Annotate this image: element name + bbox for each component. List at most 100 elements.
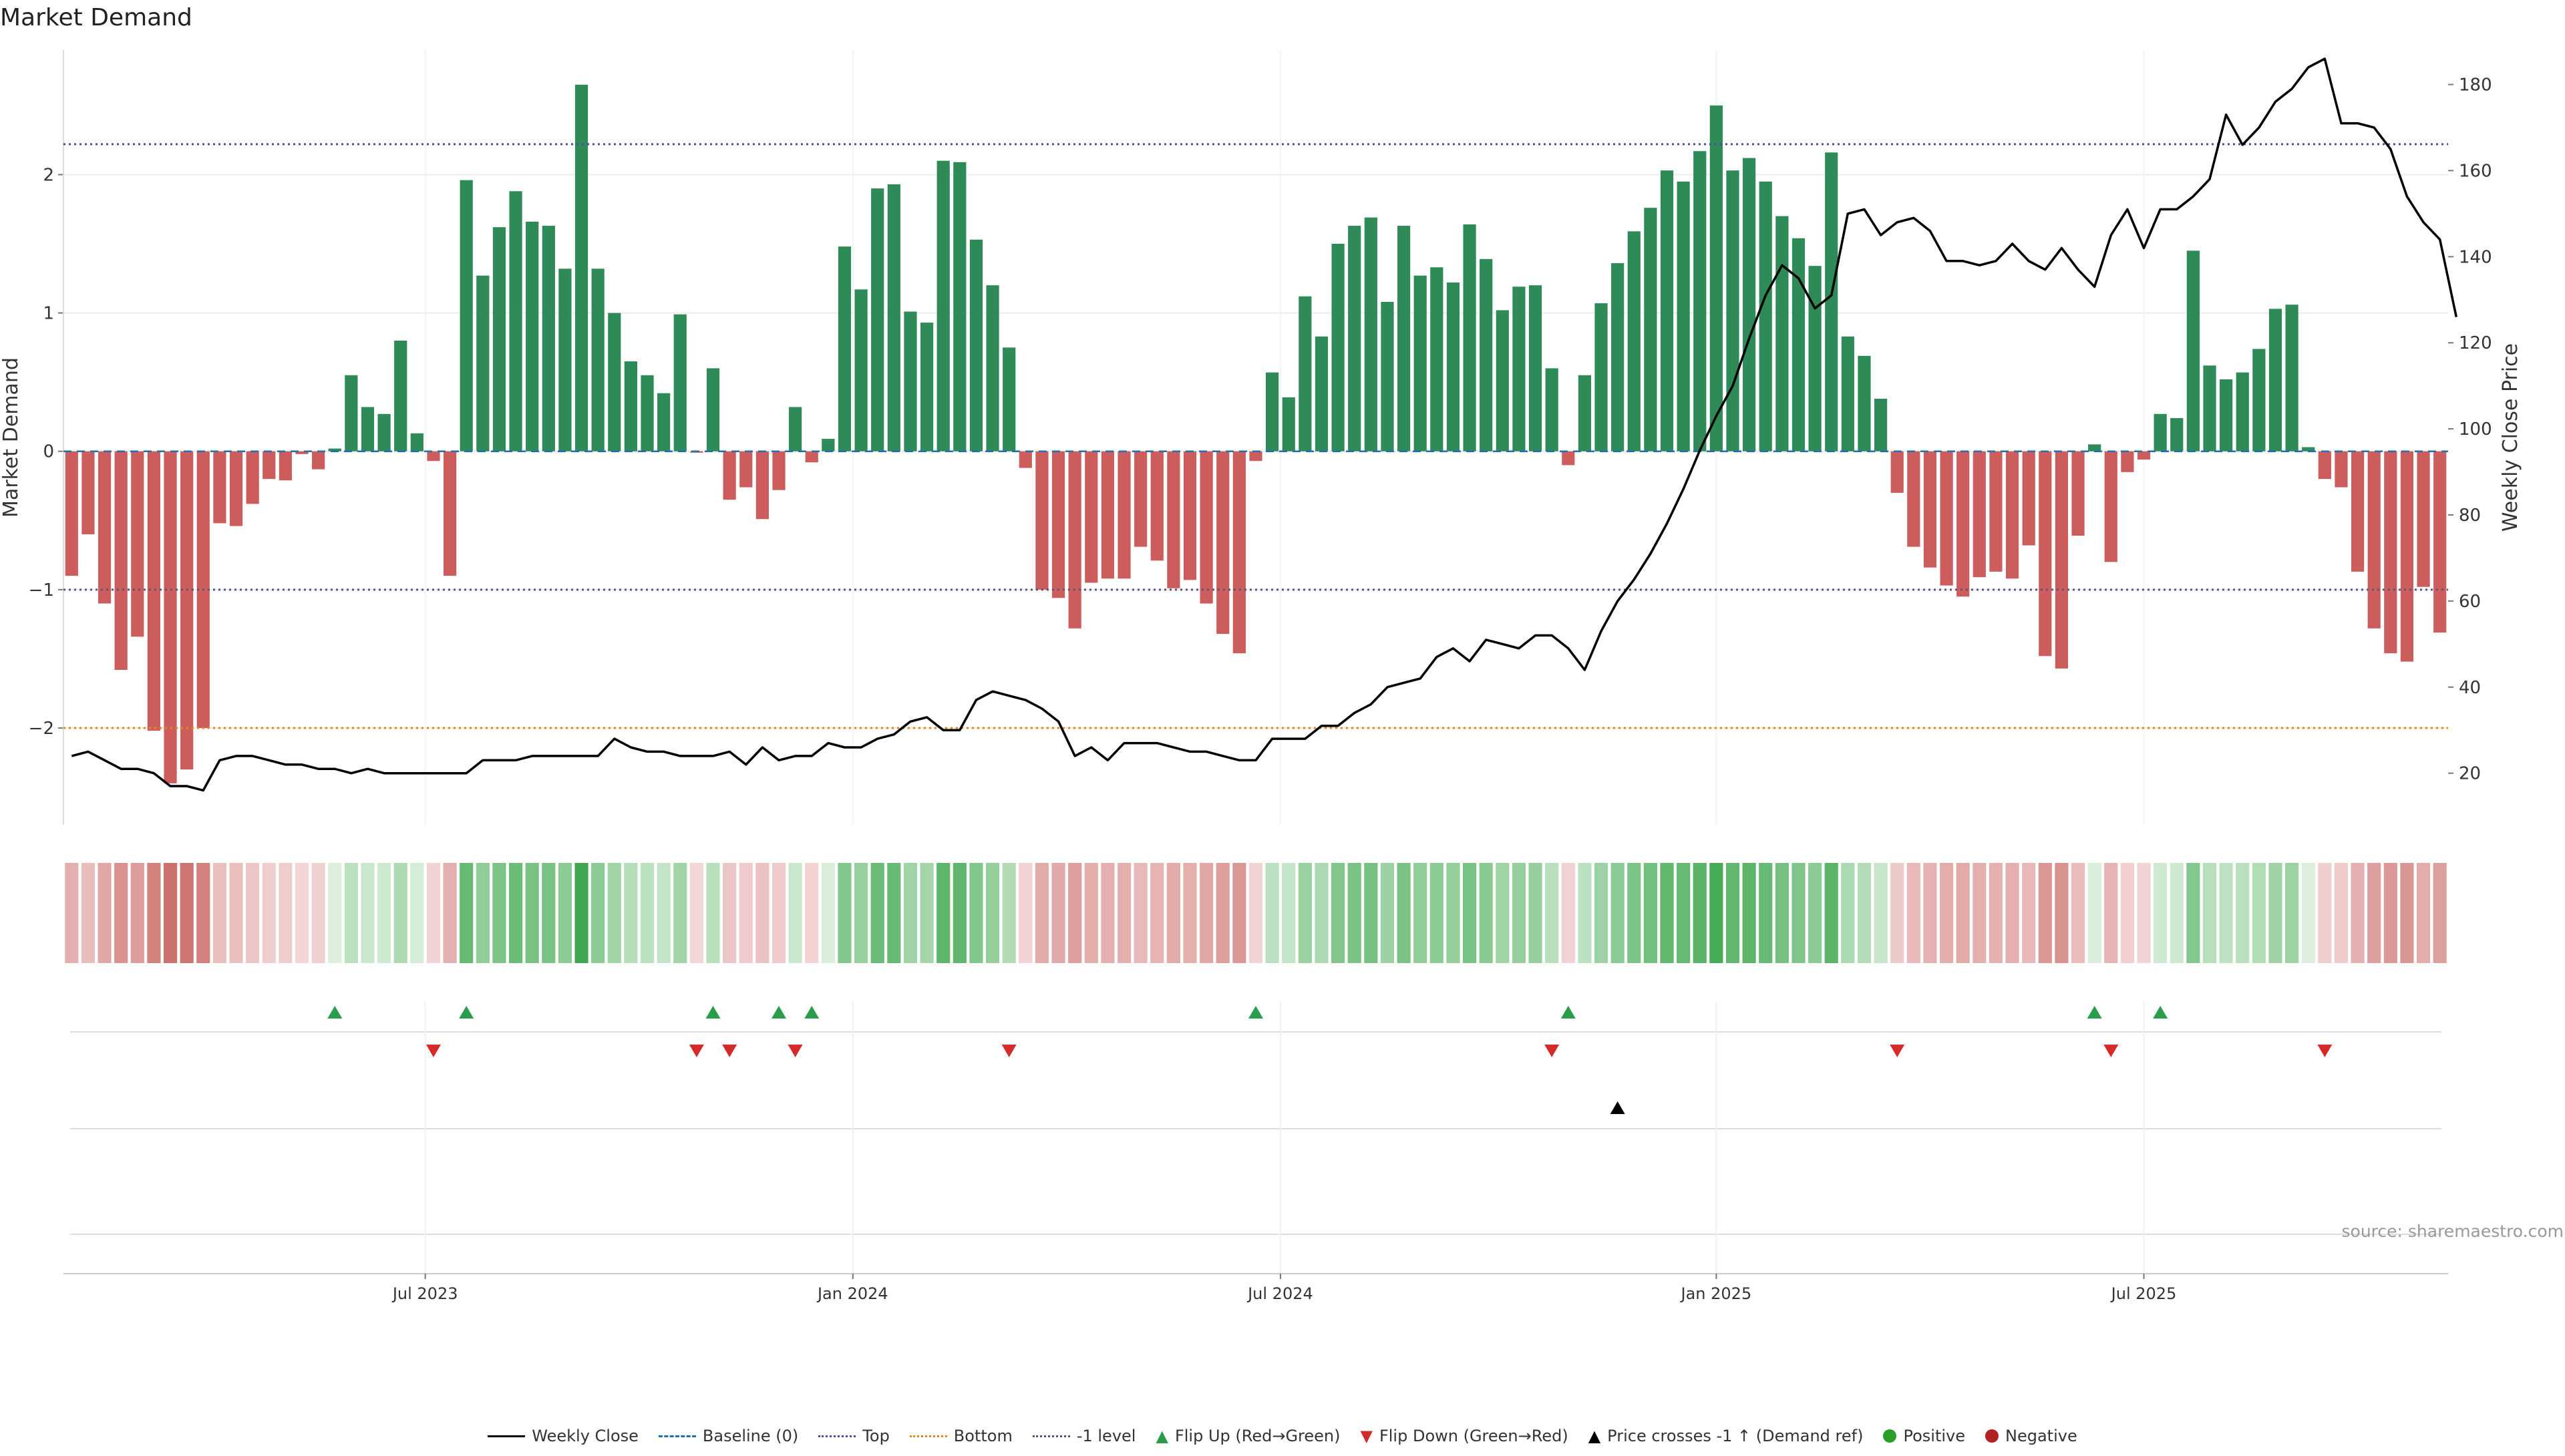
heat-cell [1101,863,1115,963]
heat-cell [1248,863,1263,963]
demand-bar [114,451,128,670]
legend-label: Flip Down (Green→Red) [1379,1427,1568,1445]
demand-bar [1709,105,1723,451]
y2-tick-label: 120 [2459,333,2492,353]
heat-cell [328,863,342,963]
heat-cell [805,863,819,963]
heat-cell [2022,863,2036,963]
demand-bar [312,451,325,470]
y-tick-label: 1 [43,304,54,324]
weekly-close-line [71,57,2458,792]
flip-down-marker [425,1045,441,1057]
heat-cell [2252,863,2266,963]
heat-cell [1134,863,1148,963]
line-swatch-icon [1032,1431,1070,1441]
heat-cell [1200,863,1214,963]
demand-bar [2005,451,2019,579]
demand-bar [920,323,934,451]
heat-cell [2400,863,2414,963]
heat-cell [196,863,210,963]
demand-bar [2022,451,2035,546]
x-tick-label: Jul 2025 [2110,1284,2177,1303]
demand-bar [1200,451,1213,604]
legend-item: Top [818,1427,890,1445]
heat-cell [2071,863,2085,963]
heat-cell [739,863,753,963]
demand-bar [739,451,753,488]
legend-label: Price crosses -1 ↑ (Demand ref) [1607,1427,1864,1445]
demand-bar [1446,283,1460,451]
demand-bar [443,451,457,576]
legend-item: ▲ Flip Up (Red→Green) [1156,1427,1340,1445]
heat-cell [624,863,638,963]
heat-cell [1479,863,1493,963]
heat-cell [2318,863,2332,963]
heat-cell [1347,863,1361,963]
heat-cell [723,863,737,963]
demand-bar [460,180,473,451]
demand-bar [1693,151,1707,451]
demand-bar [427,451,440,462]
heat-cell [1627,863,1641,963]
heat-cell [1643,863,1657,963]
demand-bar [1496,310,1509,451]
demand-bar [706,368,720,451]
y2-tick-label: 180 [2459,75,2492,96]
heat-cell [460,863,474,963]
heat-cell [1677,863,1691,963]
heat-cell [1019,863,1033,963]
flip-down-marker [1544,1045,1560,1057]
heat-cell [558,863,572,963]
demand-bar [1118,451,1131,579]
demand-bar [2071,451,2085,536]
heat-cell [1397,863,1411,963]
demand-bar [2335,451,2348,488]
demand-bar [1578,375,1592,451]
demand-bar [1249,451,1262,462]
heat-cell [1857,863,1872,963]
demand-bar [1562,451,1575,466]
demand-bar [492,227,506,451]
demand-bar [2154,413,2167,451]
demand-bar [2285,305,2298,451]
demand-bar [1463,224,1476,451]
demand-bar [1035,451,1049,590]
heat-cell [229,863,243,963]
heat-cell [1413,863,1427,963]
heat-cell [508,863,523,963]
flip-up-marker [2153,1006,2168,1019]
demand-bar [1611,263,1624,451]
heat-cell [936,863,951,963]
demand-bar [822,439,835,451]
demand-bar [246,451,259,504]
heat-cell [1561,863,1575,963]
demand-bar [1660,170,1674,451]
line-swatch-icon [909,1431,947,1441]
demand-bar [2088,444,2101,451]
demand-bar [295,451,309,454]
heat-cell [1462,863,1477,963]
heat-cell [903,863,918,963]
demand-bar [1907,451,1920,547]
heat-cell [2285,863,2299,963]
demand-bar [1759,181,1772,451]
flip-down-marker [722,1045,737,1057]
demand-bar [98,451,112,604]
demand-bar [657,393,671,451]
y-axis-label: Market Demand [0,357,23,518]
heat-cell [772,863,786,963]
heat-cell [1150,863,1164,963]
demand-bar [2400,451,2414,662]
demand-bar [1923,451,1937,568]
heat-cell [1183,863,1197,963]
demand-bar [1545,368,1558,451]
heat-cell [344,863,358,963]
heat-cell [689,863,703,963]
heat-cell [1282,863,1296,963]
heat-cell [426,863,441,963]
x-tick-label: Jan 2025 [1680,1284,1752,1303]
heat-cell [1084,863,1098,963]
heat-cell [1216,863,1230,963]
legend-label: Flip Up (Red→Green) [1174,1427,1341,1445]
heat-cell [1874,863,1888,963]
